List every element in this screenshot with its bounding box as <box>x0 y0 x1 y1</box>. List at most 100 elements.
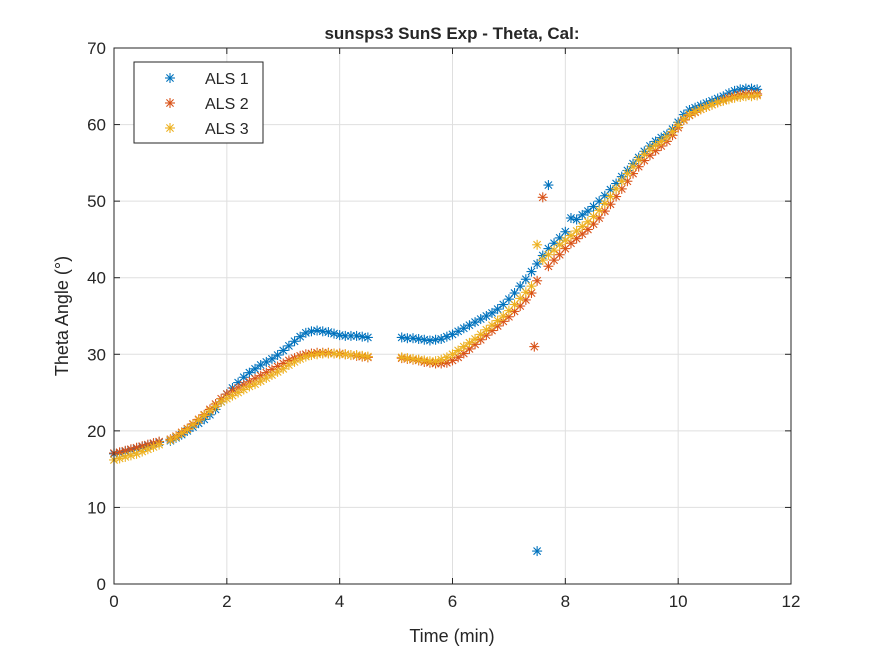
data-point <box>509 299 520 310</box>
data-point <box>486 320 497 331</box>
data-point <box>187 419 198 430</box>
y-tick-label: 20 <box>87 422 106 441</box>
data-point <box>447 349 458 360</box>
x-tick-label: 10 <box>669 592 688 611</box>
chart-title: sunsps3 SunS Exp - Theta, Cal: <box>324 24 579 43</box>
data-point <box>227 390 238 401</box>
y-tick-label: 10 <box>87 498 106 517</box>
data-point <box>340 330 351 341</box>
data-point <box>441 331 452 342</box>
data-point <box>526 266 537 277</box>
data-point <box>204 405 215 416</box>
legend: ALS 1 ALS 2 ALS 3 <box>133 61 264 144</box>
data-point <box>171 431 182 442</box>
y-tick-label: 30 <box>87 345 106 364</box>
data-point <box>486 307 497 318</box>
data-point <box>176 428 187 439</box>
data-point <box>424 356 435 367</box>
data-point <box>458 341 469 352</box>
legend-label: ALS 2 <box>205 96 249 113</box>
data-point <box>458 323 469 334</box>
y-tick-label: 50 <box>87 192 106 211</box>
data-point <box>678 114 689 125</box>
data-point <box>605 191 616 202</box>
y-tick-label: 70 <box>87 39 106 58</box>
data-point <box>470 333 481 344</box>
data-point <box>543 180 554 191</box>
data-point <box>560 235 571 246</box>
x-tick-label: 4 <box>335 592 344 611</box>
data-point <box>199 410 210 421</box>
data-point <box>221 393 232 404</box>
y-axis-label: Theta Angle (°) <box>52 256 72 376</box>
data-point <box>582 206 593 217</box>
data-point <box>317 348 328 359</box>
data-point <box>537 255 548 266</box>
data-point <box>481 324 492 335</box>
data-point <box>752 90 763 101</box>
data-point <box>295 331 306 342</box>
y-tick-label: 60 <box>87 116 106 135</box>
data-point <box>543 249 554 260</box>
data-point <box>266 353 277 364</box>
data-point <box>492 304 503 315</box>
data-point <box>362 332 373 343</box>
data-point <box>453 345 464 356</box>
data-point <box>481 311 492 321</box>
data-point <box>529 341 540 352</box>
data-point <box>616 176 627 187</box>
data-point <box>329 348 340 359</box>
data-point <box>577 221 588 232</box>
data-point <box>571 226 582 237</box>
data-points <box>109 83 763 557</box>
data-point <box>537 192 548 203</box>
x-tick-label: 0 <box>109 592 118 611</box>
data-point <box>362 351 373 362</box>
data-point <box>532 546 543 557</box>
x-tick-label: 2 <box>222 592 231 611</box>
data-point <box>622 168 633 179</box>
data-point <box>475 329 486 340</box>
data-point <box>594 205 605 216</box>
data-point <box>611 183 622 194</box>
series-3 <box>109 90 763 465</box>
data-point <box>560 226 571 237</box>
data-point <box>520 274 531 285</box>
legend-label: ALS 3 <box>205 121 249 138</box>
data-point <box>283 340 294 351</box>
x-tick-label: 12 <box>782 592 801 611</box>
data-point <box>250 379 261 390</box>
data-point <box>532 239 543 250</box>
data-point <box>526 281 537 292</box>
data-point <box>723 94 734 105</box>
data-point <box>120 445 131 456</box>
data-point <box>503 305 514 316</box>
legend-marker <box>165 73 175 83</box>
data-point <box>644 144 655 155</box>
data-point <box>283 360 294 371</box>
data-point <box>453 326 464 337</box>
x-tick-label: 6 <box>448 592 457 611</box>
data-point <box>571 214 582 225</box>
data-point <box>464 337 475 348</box>
x-tick-label: 8 <box>561 592 570 611</box>
data-point <box>250 363 261 374</box>
data-point <box>628 161 639 172</box>
data-point <box>599 198 610 209</box>
data-point <box>193 415 204 426</box>
data-point <box>272 350 283 361</box>
data-point <box>216 396 227 407</box>
y-tick-label: 0 <box>97 575 106 594</box>
x-axis-label: Time (min) <box>409 626 494 646</box>
data-point <box>182 424 193 435</box>
data-point <box>577 209 588 220</box>
axis-ticks: 0 2 4 6 8 10 12 0 10 20 30 40 50 60 70 <box>87 39 800 611</box>
data-point <box>532 258 543 269</box>
data-point <box>278 345 289 356</box>
data-point <box>255 376 266 387</box>
data-point <box>492 315 503 326</box>
data-point <box>554 239 565 250</box>
legend-marker <box>165 98 175 108</box>
data-point <box>661 131 672 142</box>
